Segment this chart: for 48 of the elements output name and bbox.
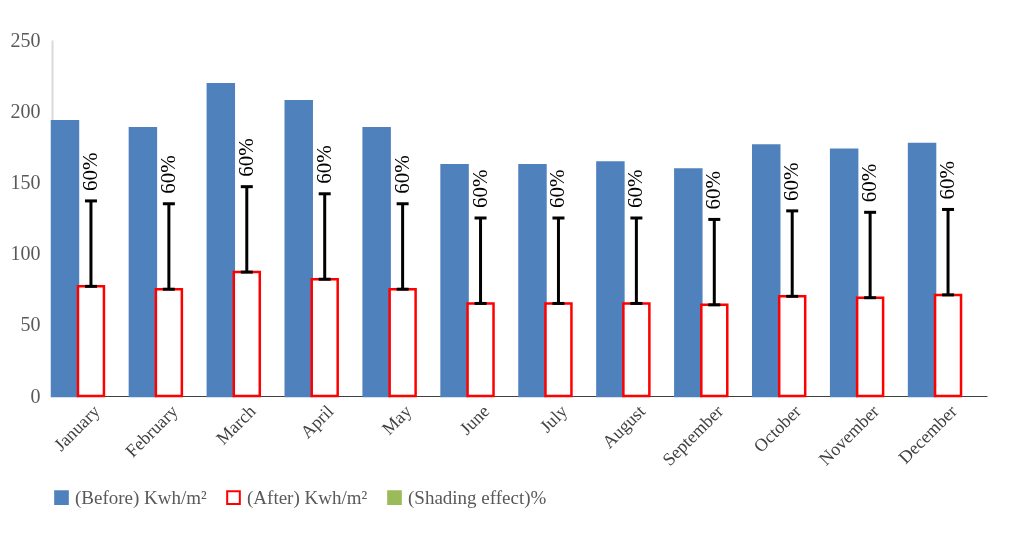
annotation: 60% — [701, 170, 726, 210]
bar — [933, 293, 963, 398]
annotation: 60% — [467, 169, 492, 208]
legend-label: (After) Kwh/m² — [247, 486, 368, 509]
bar — [752, 144, 781, 398]
annotation: 60% — [77, 152, 102, 191]
bar — [518, 164, 547, 398]
y-tick-label: 250 — [10, 28, 41, 51]
bar — [310, 277, 339, 398]
annotation: 60% — [935, 160, 960, 200]
bar — [388, 287, 417, 398]
y-tick-label: 200 — [10, 99, 41, 122]
annotation: 60% — [545, 169, 570, 208]
bar — [128, 127, 158, 398]
bar — [284, 99, 313, 398]
bar — [76, 285, 106, 398]
y-tick-label: 50 — [20, 313, 41, 336]
annotation: 60% — [857, 163, 882, 203]
annotation: 60% — [233, 138, 258, 177]
y-tick-label: 0 — [30, 384, 41, 407]
bar — [829, 148, 859, 398]
bar — [907, 142, 937, 398]
bar — [466, 302, 495, 398]
bar — [855, 296, 885, 398]
bar — [206, 82, 236, 398]
bar — [777, 295, 807, 398]
bar — [232, 270, 262, 398]
bar — [362, 127, 391, 398]
bar — [50, 119, 80, 398]
y-tick-label: 100 — [10, 242, 41, 265]
annotation: 60% — [389, 155, 414, 194]
x-tick-label: May — [377, 401, 416, 439]
x-tick-label: June — [455, 401, 494, 439]
annotation: 60% — [779, 162, 804, 201]
annotation: 60% — [623, 169, 648, 208]
bar — [154, 287, 184, 398]
bar — [674, 168, 703, 398]
bar — [622, 302, 651, 398]
bar — [596, 161, 625, 398]
annotation: 60% — [155, 155, 180, 194]
annotation: 60% — [311, 145, 336, 184]
legend-label: (Shading effect)% — [408, 486, 547, 509]
x-tick-label: July — [535, 401, 572, 437]
legend-label: (Before) Kwh/m² — [75, 486, 208, 509]
y-tick-label: 150 — [10, 170, 41, 193]
bar — [544, 302, 573, 398]
bar — [700, 303, 729, 398]
bar — [440, 164, 469, 398]
